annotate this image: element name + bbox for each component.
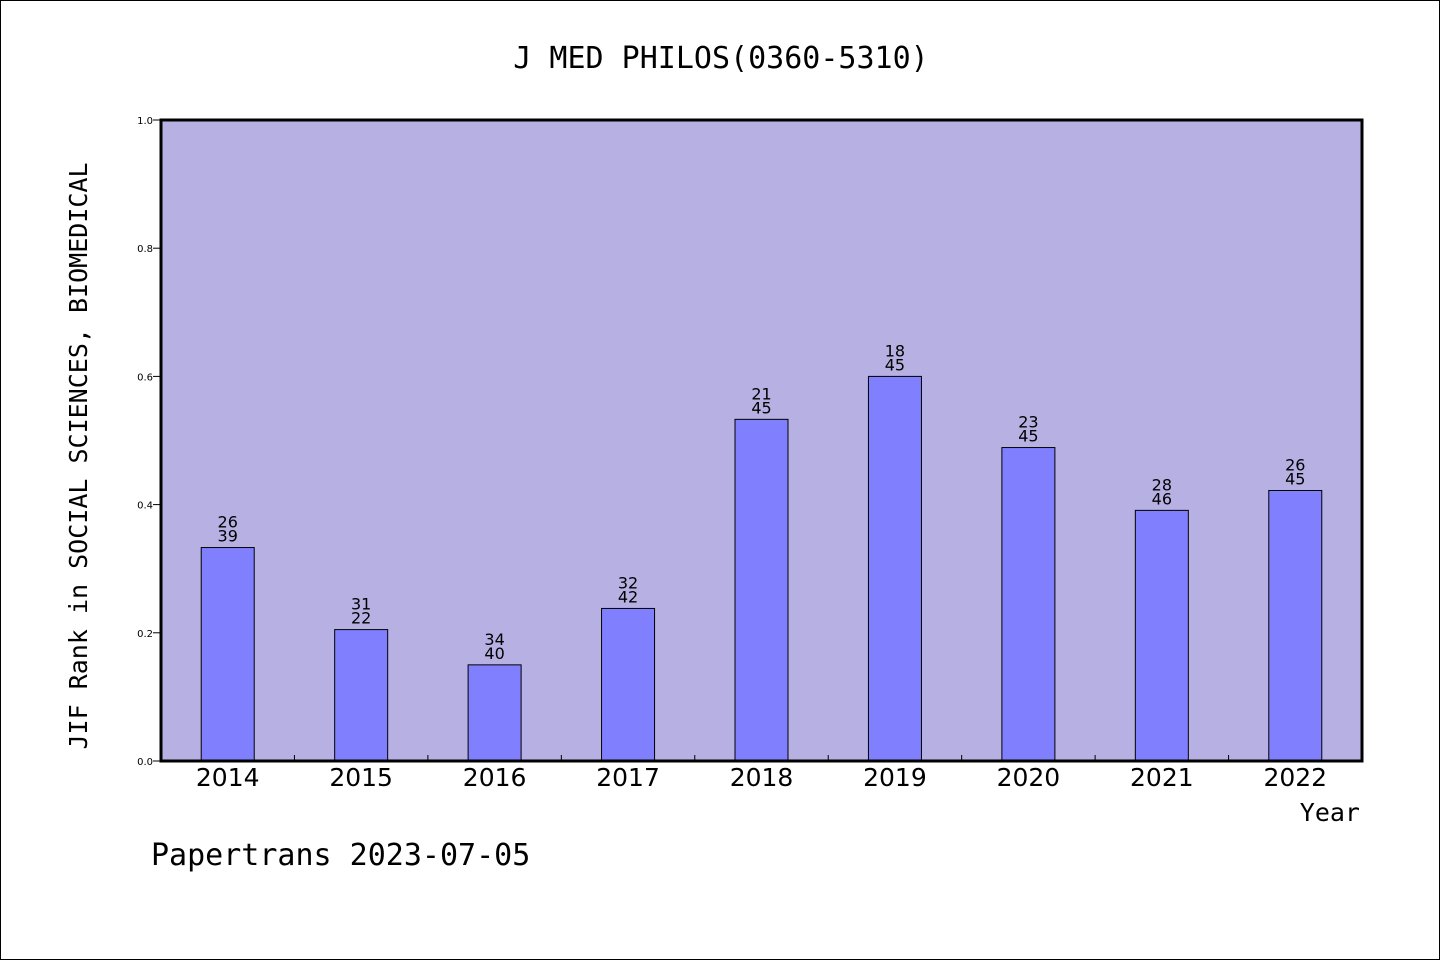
data-label-bottom-2018: 45 (751, 398, 771, 417)
x-tick-label-2018: 2018 (730, 763, 794, 792)
x-tick-label-2017: 2017 (596, 763, 660, 792)
x-tick-label-2022: 2022 (1263, 763, 1327, 792)
data-label-top-2022: 26 (1285, 455, 1305, 474)
data-label-bottom-2014: 39 (218, 527, 238, 546)
chart-title: J MED PHILOS(0360-5310) (513, 41, 928, 76)
x-tick-label-2015: 2015 (329, 763, 393, 792)
bar-2022 (1268, 489, 1323, 762)
data-label-top-2019: 18 (885, 341, 905, 360)
bar-2014 (200, 547, 255, 762)
data-label-bottom-2016: 40 (484, 644, 504, 663)
x-tick-label-2020: 2020 (997, 763, 1061, 792)
data-label-top-2014: 26 (218, 513, 238, 532)
data-label-top-2021: 28 (1152, 475, 1172, 494)
data-label-top-2015: 31 (351, 595, 371, 614)
x-tick-label-2021: 2021 (1130, 763, 1194, 792)
bar-2020 (1001, 447, 1056, 762)
data-label-top-2016: 34 (484, 630, 504, 649)
axis-ticks: 2014 2015 2016 2017 2018 2019 2020 2021 2022 0.0 0… (137, 116, 1327, 792)
bar-2017 (601, 607, 656, 762)
y-tick-label: 0.4 (137, 501, 153, 512)
y-tick-label: 0.8 (137, 244, 153, 255)
plot-frame (159, 118, 1364, 763)
data-label-top-2020: 23 (1018, 413, 1038, 432)
data-label-top-2018: 21 (751, 384, 771, 403)
bar-2016 (467, 664, 522, 762)
data-label-bottom-2019: 45 (885, 355, 905, 374)
x-tick-label-2016: 2016 (463, 763, 527, 792)
data-label-bottom-2021: 46 (1152, 489, 1172, 508)
bar-2019 (867, 375, 922, 762)
y-tick-label: 0.2 (137, 629, 153, 640)
y-tick-label: 0.6 (137, 372, 153, 383)
bar-2018 (734, 418, 789, 762)
data-label-bottom-2020: 45 (1018, 427, 1038, 446)
data-label-bottom-2015: 22 (351, 609, 371, 628)
y-tick-label: 0.0 (137, 757, 153, 768)
x-tick-label-2014: 2014 (196, 763, 260, 792)
bar-2015 (334, 629, 389, 762)
data-label-top-2017: 32 (618, 573, 638, 592)
y-axis-label: JIF Rank in SOCIAL SCIENCES, BIOMEDICAL (64, 163, 93, 750)
x-tick-label-2019: 2019 (863, 763, 927, 792)
data-label-bottom-2022: 45 (1285, 469, 1305, 488)
x-axis-label: Year (1300, 798, 1360, 827)
bar-2021 (1134, 509, 1189, 762)
footer-text: Papertrans 2023-07-05 (151, 838, 530, 873)
data-label-bottom-2017: 42 (618, 587, 638, 606)
y-tick-label: 1.0 (137, 116, 153, 127)
